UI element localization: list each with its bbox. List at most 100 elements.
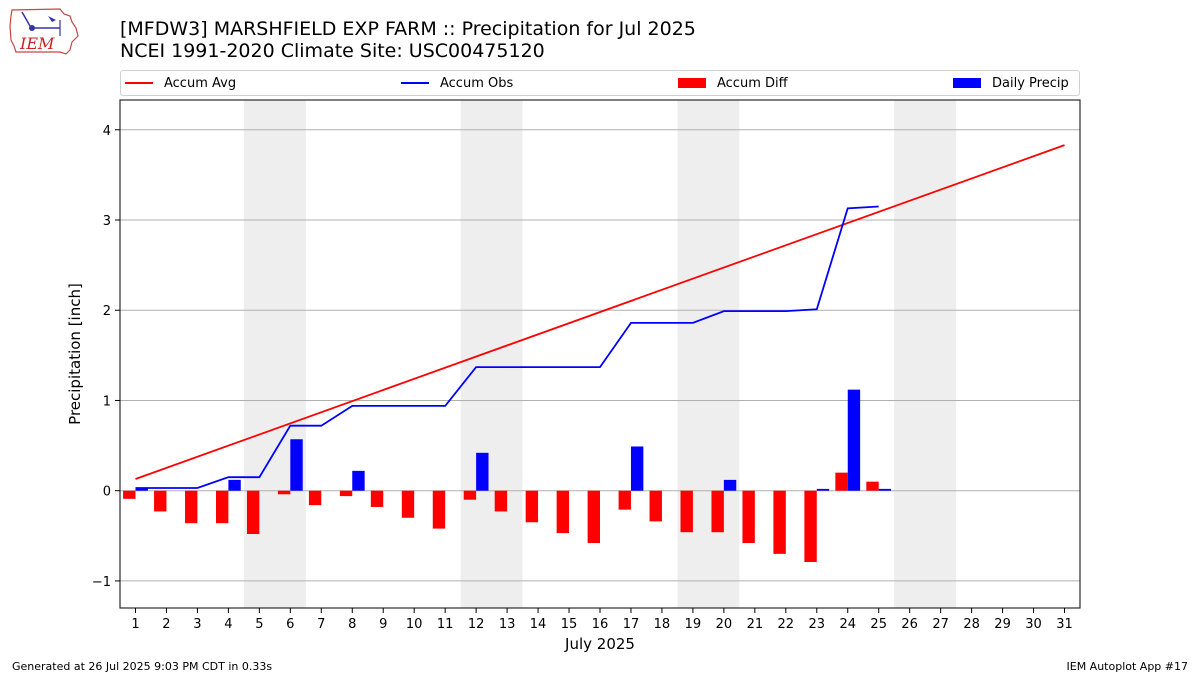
legend-item-daily-precip: Daily Precip	[953, 71, 1069, 95]
x-tick-label: 13	[499, 617, 516, 632]
x-tick-label: 15	[561, 617, 578, 632]
bar-daily-precip	[476, 452, 489, 491]
bar-accum-diff	[618, 490, 631, 510]
bar-daily-precip	[630, 446, 644, 491]
x-tick-label: 27	[932, 617, 949, 632]
chart-title-line1: [MFDW3] MARSHFIELD EXP FARM :: Precipita…	[120, 18, 696, 40]
lines	[135, 144, 1065, 489]
bar-accum-diff	[711, 490, 724, 533]
x-tick-label: 26	[901, 617, 918, 632]
x-axis-label: July 2025	[564, 635, 635, 653]
legend-label-accum-avg: Accum Avg	[164, 75, 237, 91]
x-tick-label: 18	[654, 617, 671, 632]
iem-logo: IEM	[9, 8, 79, 55]
legend-label-accum-diff: Accum Diff	[717, 75, 788, 91]
bar-accum-diff	[401, 490, 415, 518]
bar-daily-precip	[878, 488, 892, 491]
x-tick-label: 6	[286, 617, 294, 632]
bar-accum-diff	[649, 490, 662, 522]
y-tick-label: 3	[103, 214, 111, 229]
bar-accum-diff	[587, 490, 600, 544]
legend-item-accum-diff: Accum Diff	[678, 71, 788, 95]
bar-daily-precip	[352, 470, 365, 491]
x-tick-label: 16	[592, 617, 609, 632]
x-tick-label: 14	[530, 617, 547, 632]
x-ticks: 1 2 3 4 5 6 7 8 9 10 11 12 13 14 15 16 17 18 19 20 21 22 23 24 2…	[131, 608, 1073, 632]
bar-accum-diff	[432, 490, 446, 529]
bar-accum-diff	[866, 481, 879, 491]
y-ticks: −1 0 1 2 3 4	[92, 124, 120, 590]
bar-accum-diff	[556, 490, 570, 534]
legend-swatch-accum-obs	[401, 82, 429, 84]
bar-daily-precip	[723, 479, 737, 491]
weekend-band-2	[460, 100, 523, 608]
x-tick-label: 19	[685, 617, 702, 632]
x-tick-label: 11	[437, 617, 454, 632]
line-accum-obs	[135, 205, 879, 489]
bar-accum-diff	[742, 490, 755, 544]
bar-accum-diff	[216, 490, 229, 524]
x-tick-label: 22	[778, 617, 795, 632]
x-tick-label: 8	[348, 617, 356, 632]
bar-accum-diff	[835, 472, 848, 491]
y-tick-label: 1	[103, 394, 111, 409]
chart-subtitle: NCEI 1991-2020 Climate Site: USC00475120	[120, 40, 545, 62]
bar-accum-diff	[463, 490, 477, 500]
x-tick-label: 17	[623, 617, 640, 632]
bar-accum-diff	[525, 490, 539, 523]
x-tick-label: 4	[224, 617, 232, 632]
x-tick-label: 2	[162, 617, 170, 632]
y-tick-label: −1	[92, 575, 111, 590]
x-tick-label: 7	[317, 617, 325, 632]
x-tick-label: 1	[131, 617, 139, 632]
logo-text: IEM	[19, 34, 55, 53]
x-tick-label: 5	[255, 617, 263, 632]
bar-accum-diff	[804, 490, 817, 562]
x-tick-label: 28	[963, 617, 980, 632]
bar-accum-diff	[185, 490, 198, 524]
legend: Accum Avg Accum Obs Accum Diff Daily Pre…	[120, 70, 1080, 96]
weekend-band-4	[894, 100, 957, 608]
legend-swatch-daily-precip	[953, 78, 981, 88]
x-tick-label: 25	[870, 617, 887, 632]
x-tick-label: 31	[1056, 617, 1073, 632]
bar-daily-precip	[135, 487, 148, 491]
bar-accum-diff	[339, 490, 353, 497]
footer-app: IEM Autoplot App #17	[1066, 660, 1189, 673]
bar-daily-precip	[847, 389, 861, 491]
bar-accum-diff	[123, 490, 136, 499]
y-tick-label: 4	[103, 124, 111, 139]
x-tick-label: 3	[193, 617, 201, 632]
bar-accum-diff	[680, 490, 693, 533]
legend-swatch-accum-avg	[125, 82, 153, 84]
y-tick-label: 0	[103, 485, 111, 500]
x-tick-label: 20	[716, 617, 733, 632]
x-tick-label: 24	[839, 617, 856, 632]
bar-accum-diff	[246, 490, 260, 535]
x-tick-label: 29	[994, 617, 1011, 632]
bar-daily-precip	[228, 479, 241, 491]
y-tick-label: 2	[103, 304, 111, 319]
bar-accum-diff	[494, 490, 508, 512]
legend-item-accum-obs: Accum Obs	[401, 71, 513, 95]
legend-label-daily-precip: Daily Precip	[992, 75, 1069, 91]
footer-generated: Generated at 26 Jul 2025 9:03 PM CDT in …	[12, 660, 273, 673]
x-tick-label: 9	[379, 617, 387, 632]
x-tick-label: 10	[406, 617, 423, 632]
x-tick-label: 23	[809, 617, 826, 632]
bar-accum-diff	[277, 490, 291, 495]
legend-item-accum-avg: Accum Avg	[125, 71, 236, 95]
bar-daily-precip	[290, 439, 303, 491]
x-tick-label: 12	[468, 617, 485, 632]
legend-swatch-accum-diff	[678, 78, 706, 88]
bar-accum-diff	[154, 490, 167, 512]
x-tick-label: 30	[1025, 617, 1042, 632]
bar-accum-diff	[370, 490, 384, 507]
bars	[123, 389, 892, 562]
y-axis-label: Precipitation [inch]	[66, 283, 84, 425]
line-accum-avg	[135, 144, 1065, 480]
legend-label-accum-obs: Accum Obs	[440, 75, 514, 91]
bar-daily-precip	[816, 488, 830, 491]
x-tick-label: 21	[747, 617, 764, 632]
